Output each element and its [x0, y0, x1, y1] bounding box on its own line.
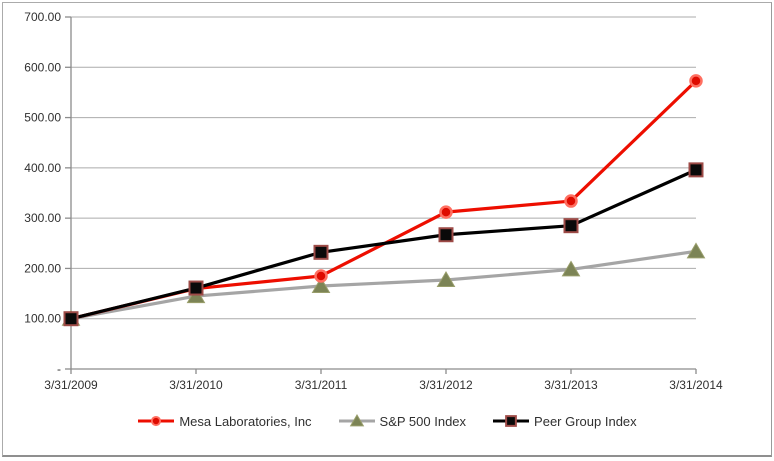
y-tick-label: -	[57, 362, 61, 376]
data-point-square	[688, 162, 704, 178]
y-tick-label: 300.00	[24, 211, 61, 225]
series-line-peer-group-index	[70, 168, 697, 321]
y-tick-label: 200.00	[24, 261, 61, 275]
legend-label: Peer Group Index	[534, 413, 637, 429]
y-tick-label: 700.00	[24, 10, 61, 24]
legend-marker-triangle-icon	[338, 414, 375, 427]
data-point-square	[63, 311, 79, 327]
y-tick-label: 600.00	[24, 60, 61, 74]
series-line-s-p-500-index	[70, 249, 697, 321]
legend-item-mesa-laboratories-inc: Mesa Laboratories, Inc	[137, 413, 312, 429]
data-point-circle	[151, 415, 162, 427]
data-point-triangle	[561, 260, 581, 277]
data-point-circle	[564, 194, 578, 208]
x-tick-label: 3/31/2009	[44, 378, 98, 392]
data-point-circle	[439, 205, 453, 219]
legend-item-peer-group-index: Peer Group Index	[492, 413, 637, 429]
legend-item-sp-500-index: S&P 500 Index	[338, 413, 467, 429]
legend-marker-square-icon	[493, 415, 530, 427]
data-point-square	[188, 280, 204, 296]
data-point-square	[313, 244, 329, 260]
data-point-circle	[314, 269, 328, 283]
y-tick-label: 400.00	[24, 161, 61, 175]
data-point-triangle	[311, 277, 331, 294]
series-peer-group-index	[63, 162, 704, 327]
legend-marker-circle-icon	[138, 415, 175, 427]
x-tick-label: 3/31/2011	[295, 378, 348, 392]
legend: Mesa Laboratories, Inc S&P 500 Index Pee…	[3, 413, 771, 429]
y-tick-label: 500.00	[24, 111, 61, 125]
y-tick-label: 100.00	[24, 312, 61, 326]
x-tick-label: 3/31/2010	[169, 378, 223, 392]
series-s-p-500-index	[61, 242, 706, 326]
x-tick-label: 3/31/2013	[544, 378, 598, 392]
data-point-triangle	[349, 414, 364, 427]
legend-label: S&P 500 Index	[379, 413, 467, 429]
x-tick-label: 3/31/2014	[669, 378, 723, 392]
data-point-circle	[689, 74, 703, 88]
data-point-square	[505, 415, 517, 427]
data-point-square	[563, 218, 579, 234]
series-mesa-laboratories-inc	[64, 74, 703, 326]
legend-label: Mesa Laboratories, Inc	[179, 413, 312, 429]
data-point-triangle	[686, 242, 706, 259]
x-tick-label: 3/31/2012	[419, 378, 473, 392]
data-point-square	[438, 227, 454, 243]
data-point-triangle	[436, 271, 456, 287]
